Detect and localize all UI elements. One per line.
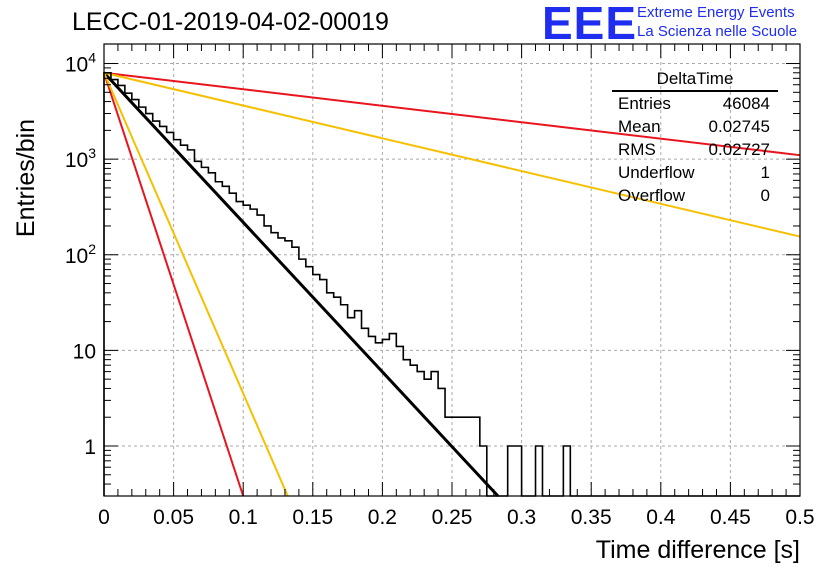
x-tick-label: 0.4 (646, 506, 676, 529)
fit-line-1 (103, 72, 245, 497)
x-tick-label: 0.2 (368, 506, 397, 529)
x-tick-label: 0.05 (153, 506, 194, 529)
logo-caption-line1: Extreme Energy Events (637, 4, 795, 21)
fit-line-3 (103, 71, 801, 157)
y-tick-label: 104 (65, 50, 96, 77)
stats-label: Mean (618, 117, 661, 136)
y-tick-label: 103 (65, 145, 96, 172)
fit-curves (102, 71, 801, 498)
x-axis-ticks: 0 0.05 0.1 0.15 0.2 0.25 0.3 0.35 0.4 0.45 0.5 (98, 44, 815, 529)
stats-label: Entries (618, 94, 671, 113)
x-tick-label: 0 (98, 506, 110, 529)
x-axis-label: Time difference [s] (596, 536, 800, 564)
y-tick-label: 10 (73, 340, 96, 363)
x-tick-label: 0.15 (292, 506, 333, 529)
fit-line-0 (102, 71, 500, 498)
stats-row-overflow: Overflow 0 (612, 184, 778, 207)
stats-row-entries: Entries 46084 (612, 92, 778, 115)
x-tick-label: 0.35 (571, 506, 612, 529)
y-tick-label: 1 (84, 436, 96, 459)
stats-label: Underflow (618, 163, 695, 182)
stats-row-underflow: Underflow 1 (612, 161, 778, 184)
x-tick-label: 0.25 (432, 506, 473, 529)
stats-row-rms: RMS 0.02727 (612, 138, 778, 161)
stats-box: DeltaTime Entries 46084 Mean 0.02745 RMS… (612, 68, 778, 207)
eee-logo: EEE (542, 0, 638, 49)
x-tick-label: 0.5 (785, 506, 814, 529)
stats-value: 1 (760, 163, 770, 182)
y-tick-label: 102 (65, 241, 96, 268)
stats-value: 46084 (722, 94, 770, 113)
stats-title: DeltaTime (612, 68, 778, 92)
fit-line-2 (103, 72, 289, 497)
x-tick-label: 0.3 (507, 506, 536, 529)
stats-label: RMS (618, 140, 656, 159)
x-tick-label: 0.45 (710, 506, 751, 529)
y-axis-label: Entries/bin (12, 119, 40, 237)
fit-line-4 (103, 71, 801, 238)
stats-value: 0 (760, 186, 770, 205)
stats-label: Overflow (618, 186, 686, 205)
stats-row-mean: Mean 0.02745 (612, 115, 778, 138)
stats-value: 0.02745 (708, 117, 770, 136)
stats-value: 0.02727 (708, 140, 770, 159)
logo-caption-line2: La Scienza nelle Scuole (637, 23, 798, 40)
x-tick-label: 0.1 (229, 506, 258, 529)
chart-title: LECC-01-2019-04-02-00019 (72, 8, 389, 36)
